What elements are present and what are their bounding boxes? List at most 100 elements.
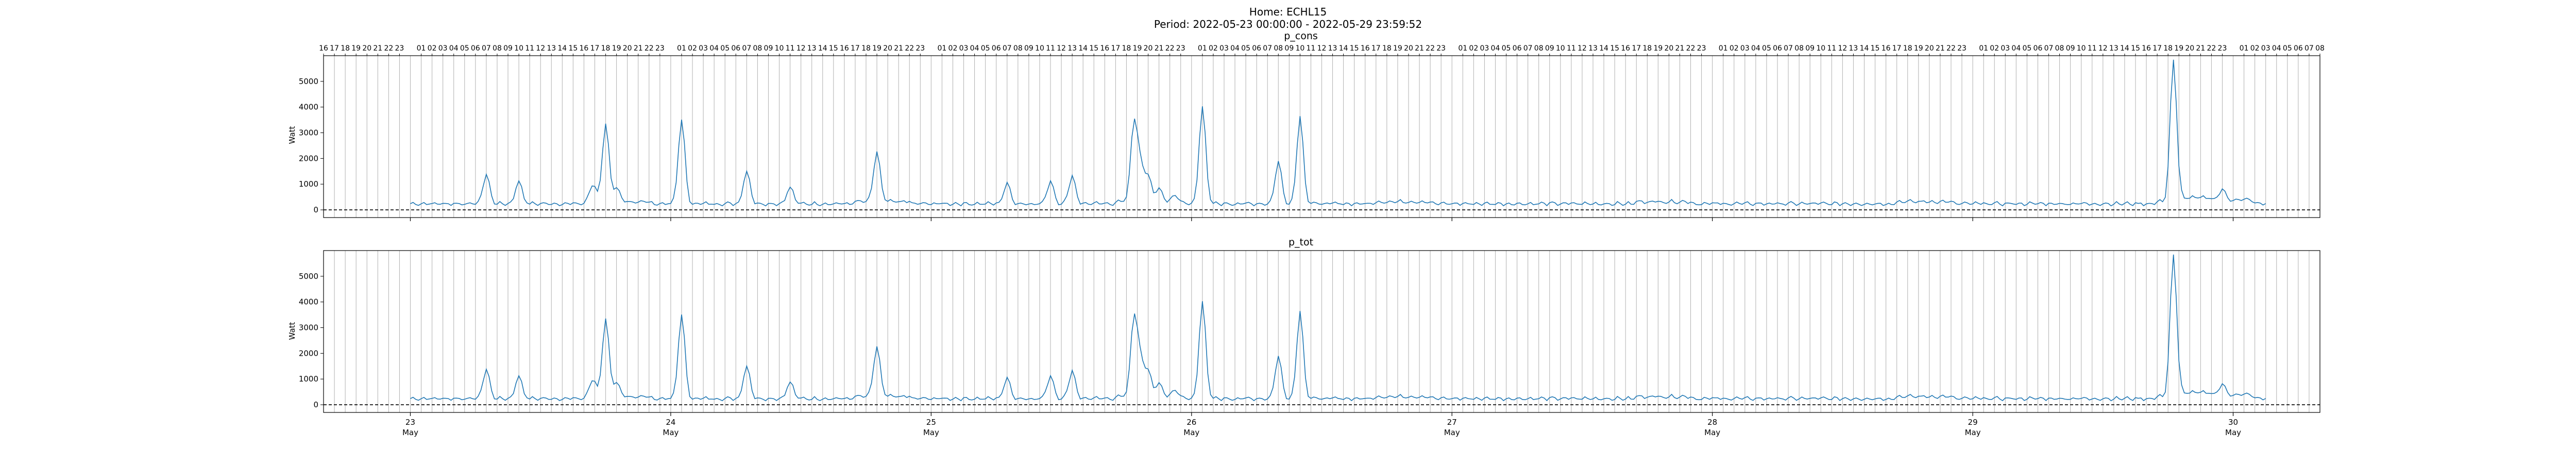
top-series-line [410,59,2266,207]
top-hour-tick-label: 17 [1111,44,1120,53]
top-hour-tick-label: 17 [330,44,339,53]
top-hour-tick-label: 18 [1642,44,1652,53]
top-hour-tick-label: 12 [536,44,545,53]
top-hour-tick-label: 04 [1751,44,1760,53]
top-hour-tick-label: 09 [1024,44,1033,53]
top-hour-tick-label: 20 [623,44,632,53]
top-hour-tick-label: 05 [1762,44,1771,53]
top-hour-tick-label: 12 [1317,44,1327,53]
top-hour-tick-label: 20 [2185,44,2194,53]
top-hour-tick-label: 08 [493,44,502,53]
top-hour-tick-label: 04 [1491,44,1500,53]
top-hour-tick-label: 14 [1339,44,1348,53]
top-hour-tick-label: 03 [699,44,708,53]
top-hour-tick-label: 23 [2218,44,2227,53]
top-hour-tick-label: 06 [992,44,1001,53]
top-hour-tick-label: 15 [1610,44,1619,53]
top-hour-tick-label: 19 [1393,44,1402,53]
top-hour-tick-label: 13 [1328,44,1337,53]
top-hour-tick-label: 16 [1361,44,1370,53]
top-hour-tick-label: 15 [1350,44,1359,53]
top-hour-tick-label: 08 [1013,44,1023,53]
top-hour-tick-label: 14 [1078,44,1088,53]
top-hour-tick-label: 06 [471,44,480,53]
top-hour-tick-label: 09 [503,44,513,53]
top-hour-tick-label: 18 [601,44,611,53]
top-hour-tick-label: 18 [1122,44,1131,53]
top-hour-tick-label: 21 [1155,44,1164,53]
top-hour-tick-label: 01 [677,44,686,53]
top-hour-tick-label: 15 [2131,44,2140,53]
top-hour-tick-label: 08 [2055,44,2064,53]
top-hour-tick-label: 11 [525,44,534,53]
top-hour-tick-label: 21 [373,44,382,53]
top-hour-tick-label: 02 [948,44,958,53]
top-hour-tick-label: 07 [1003,44,1012,53]
top-hour-tick-label: 11 [1567,44,1576,53]
top-hour-tick-label: 23 [916,44,925,53]
top-hour-tick-label: 02 [1209,44,1218,53]
top-hour-tick-label: 17 [2153,44,2162,53]
top-ytick-label: 0 [313,205,318,214]
top-hour-tick-label: 12 [2098,44,2108,53]
top-hour-tick-label: 06 [1513,44,1522,53]
top-hour-tick-label: 22 [1946,44,1956,53]
figure-title-line1: Home: ECHL15 [1249,6,1327,18]
month-tick-label: May [1444,428,1460,437]
top-hour-tick-label: 05 [1241,44,1250,53]
top-hour-tick-label: 01 [1979,44,1988,53]
top-hour-tick-label: 06 [2033,44,2043,53]
top-hour-tick-label: 10 [1816,44,1825,53]
bottom-axes: 01000200030004000500023May24May25May26Ma… [299,250,2320,437]
day-tick-label: 26 [1187,418,1196,427]
top-hour-tick-label: 03 [959,44,969,53]
top-hour-tick-label: 03 [2001,44,2010,53]
top-hour-tick-label: 10 [1556,44,1565,53]
top-hour-tick-label: 07 [2044,44,2054,53]
top-hour-tick-label: 04 [2272,44,2281,53]
top-axes-title: p_cons [1284,30,1318,42]
top-hour-tick-label: 12 [1578,44,1587,53]
top-ytick-label: 2000 [299,154,318,163]
top-hour-tick-label: 22 [1165,44,1175,53]
bottom-series-line [410,254,2266,402]
top-hour-tick-label: 13 [1588,44,1598,53]
top-hour-tick-label: 11 [1046,44,1055,53]
top-hour-tick-label: 19 [2174,44,2183,53]
top-hour-tick-label: 11 [2088,44,2097,53]
top-hour-tick-label: 16 [319,44,328,53]
top-hour-tick-label: 06 [1773,44,1782,53]
bottom-ytick-label: 3000 [299,323,318,333]
top-hour-tick-label: 19 [1133,44,1142,53]
top-hour-tick-label: 05 [720,44,730,53]
top-hour-tick-label: 15 [1089,44,1098,53]
day-tick-label: 28 [1707,418,1717,427]
day-tick-label: 25 [926,418,936,427]
top-hour-tick-label: 02 [428,44,437,53]
top-hour-tick-label: 15 [568,44,578,53]
top-hour-tick-label: 11 [786,44,795,53]
top-hour-tick-label: 10 [1295,44,1304,53]
top-hour-tick-label: 05 [981,44,990,53]
top-hour-tick-label: 08 [2315,44,2325,53]
top-hour-tick-label: 02 [1730,44,1739,53]
top-hour-tick-label: 07 [2304,44,2314,53]
top-hour-tick-label: 16 [580,44,589,53]
top-hour-tick-label: 09 [1545,44,1554,53]
month-tick-label: May [663,428,679,437]
top-hour-tick-label: 19 [872,44,882,53]
top-hour-tick-label: 20 [883,44,892,53]
top-hour-tick-label: 22 [1426,44,1435,53]
top-hour-tick-label: 04 [1230,44,1240,53]
top-hour-tick-label: 08 [1274,44,1283,53]
top-hour-tick-label: 17 [590,44,600,53]
month-tick-label: May [402,428,418,437]
top-hour-tick-label: 12 [1057,44,1066,53]
top-hour-tick-label: 14 [2120,44,2129,53]
top-hour-tick-label: 03 [1480,44,1489,53]
top-hour-tick-label: 09 [1284,44,1294,53]
top-hour-tick-label: 21 [894,44,903,53]
top-hour-tick-label: 23 [1436,44,1446,53]
